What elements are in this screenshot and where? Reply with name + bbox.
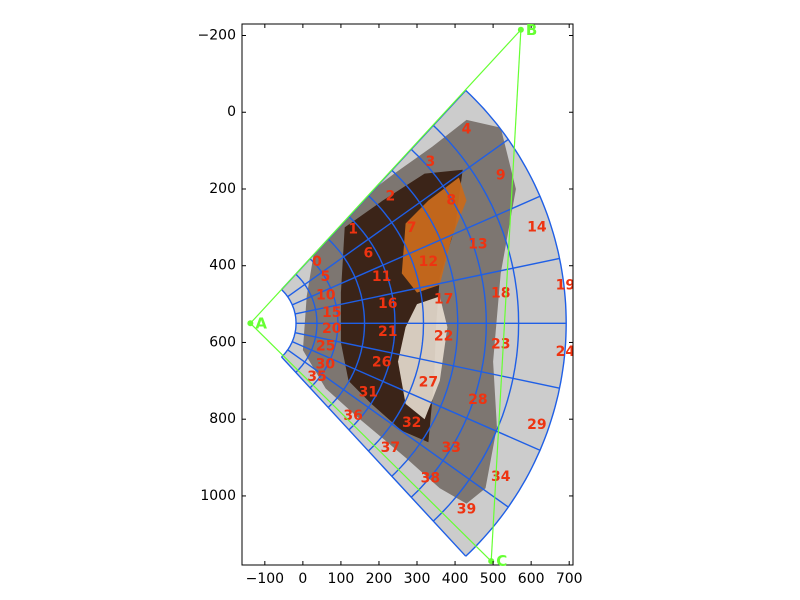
triangle-edge — [249, 29, 522, 324]
cell-label: 7 — [407, 220, 417, 236]
cell-label: 6 — [363, 245, 373, 261]
cell-label: 27 — [419, 375, 438, 391]
cell-label: 17 — [434, 291, 453, 307]
x-tick-label: 400 — [442, 571, 469, 587]
cell-label: 0 — [312, 254, 322, 270]
cell-label: 39 — [457, 501, 476, 517]
grid-ray — [291, 195, 541, 306]
grid-ray — [280, 356, 467, 557]
point-marker — [517, 26, 524, 33]
cell-label: 18 — [491, 285, 510, 301]
x-tick-label: −100 — [246, 571, 284, 587]
grid-ray — [294, 331, 560, 389]
wing-orange-patch-shape — [401, 177, 467, 293]
cell-label: 23 — [491, 336, 510, 352]
cell-label: 22 — [434, 329, 453, 345]
point-label: A — [255, 314, 267, 332]
cell-label: 37 — [381, 440, 400, 456]
cell-label: 36 — [343, 408, 362, 424]
cell-label: 9 — [496, 168, 506, 184]
x-tick-label: 0 — [298, 571, 307, 587]
cell-label: 1 — [348, 221, 358, 237]
x-tick-label: 700 — [556, 571, 583, 587]
cell-label: 12 — [419, 254, 438, 270]
y-tick-label: 600 — [209, 334, 236, 350]
triangle-edge — [490, 29, 522, 562]
cell-label: 3 — [425, 154, 435, 170]
cell-label: 25 — [316, 338, 335, 354]
y-tick-label: 800 — [209, 411, 236, 427]
grid-arc — [281, 289, 297, 358]
cell-label: 32 — [402, 415, 421, 431]
x-tick-label: 200 — [366, 571, 393, 587]
cell-label: 33 — [442, 440, 461, 456]
grid-ray — [287, 138, 509, 298]
cell-label: 26 — [372, 354, 391, 370]
cell-label: 38 — [421, 471, 440, 487]
axes-frame — [241, 23, 574, 566]
y-tick-label: 200 — [209, 181, 236, 197]
cell-label: 14 — [527, 219, 547, 235]
cell-label: 35 — [307, 369, 326, 385]
cell-label: 19 — [556, 278, 575, 294]
cell-label: 13 — [468, 237, 487, 253]
cell-label: 20 — [322, 321, 342, 337]
y-tick-label: 0 — [227, 104, 236, 120]
cell-label: 4 — [462, 122, 472, 138]
cell-label: 24 — [556, 344, 576, 360]
cell-label: 10 — [316, 287, 336, 303]
cell-label: 21 — [378, 324, 397, 340]
cell-label: 34 — [491, 469, 511, 485]
cell-label: 8 — [446, 192, 456, 208]
cell-label: 31 — [359, 384, 378, 400]
axis-ticks: −100 0 100 200 300 400 500 600 700−2000200400600… — [198, 24, 583, 587]
grid-arc — [465, 89, 567, 557]
y-tick-label: −200 — [198, 28, 236, 44]
triangle-edge — [249, 322, 492, 562]
point-labels: A B C — [255, 21, 537, 570]
x-tick-label: 100 — [328, 571, 355, 587]
cell-label: 29 — [527, 417, 546, 433]
cell-label: 2 — [386, 189, 396, 205]
y-tick-label: 1000 — [200, 488, 236, 504]
y-tick-label: 400 — [209, 258, 236, 274]
cell-label: 16 — [378, 296, 397, 312]
cell-label: 5 — [320, 269, 330, 285]
cell-label: 28 — [468, 392, 487, 408]
cell-label: 15 — [322, 305, 341, 321]
cell-label: 11 — [372, 269, 391, 285]
x-tick-label: 600 — [518, 571, 545, 587]
point-label: B — [526, 21, 537, 39]
point-marker — [247, 320, 254, 327]
grid-ray — [294, 257, 560, 315]
point-label: C — [496, 552, 507, 570]
x-tick-label: 300 — [404, 571, 431, 587]
reference-triangle — [247, 26, 524, 565]
x-tick-label: 500 — [480, 571, 507, 587]
cell-label: 30 — [316, 356, 336, 372]
grid-ray — [287, 349, 509, 508]
